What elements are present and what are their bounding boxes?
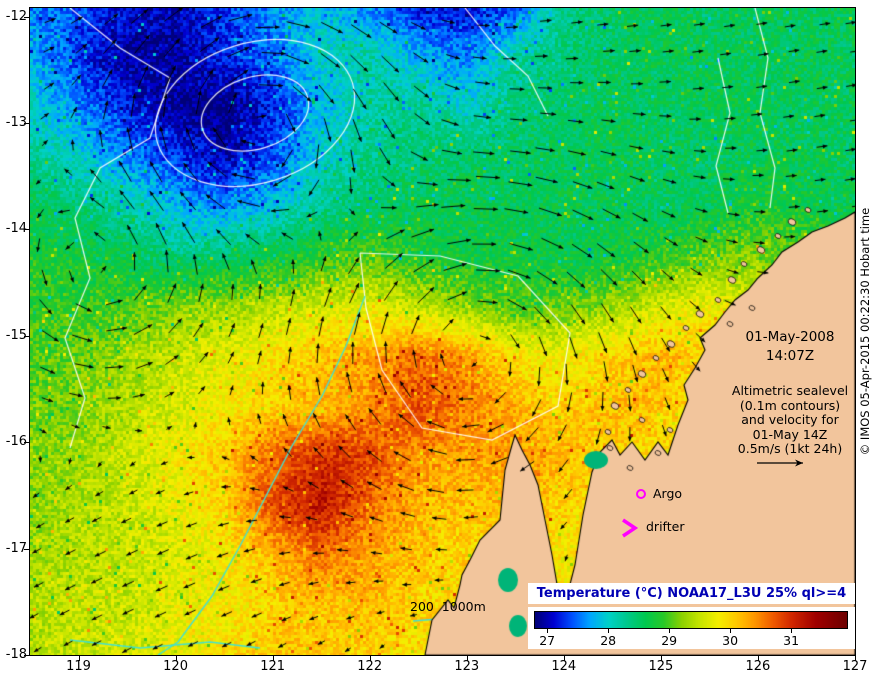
y-axis-tick-label: -18 (5, 647, 27, 662)
x-axis-tick-mark (757, 656, 759, 661)
argo-label: Argo (653, 486, 683, 501)
time-text: 14:07Z (765, 347, 815, 364)
altimetry-note-line: and velocity for (741, 412, 839, 427)
x-axis-tick-label: 122 (357, 659, 383, 674)
x-axis-tick-mark (175, 656, 177, 661)
colorbar-tick-mark (547, 629, 549, 633)
y-axis-tick-mark (24, 335, 29, 337)
colorbar-tick-mark (608, 629, 610, 633)
colorbar-tick-mark (669, 629, 671, 633)
x-axis-tick-label: 127 (842, 659, 868, 674)
colorbar-title-box: Temperature (°C) NOAA17_L3U 25% ql>=4 (528, 583, 855, 604)
x-axis-tick-label: 121 (260, 659, 286, 674)
x-axis-tick-label: 125 (648, 659, 674, 674)
velocity-scale-arrow-icon (757, 459, 803, 467)
colorbar-tick-label: 28 (600, 633, 617, 648)
x-axis-tick-label: 119 (66, 659, 91, 674)
colorbar-tick-label: 30 (722, 633, 739, 648)
altimetry-note-line: 01-May 14Z (752, 426, 828, 442)
x-axis-tick-label: 123 (454, 659, 480, 674)
x-axis-tick-mark (272, 656, 274, 661)
altimetry-note-line: 0.5m/s (1kt 24h) (737, 441, 843, 456)
x-axis-tick-mark (369, 656, 371, 661)
x-axis-tick-label: 126 (745, 659, 771, 674)
colorbar-tick-label: 31 (783, 633, 800, 648)
colorbar-gradient (534, 611, 848, 629)
y-axis-tick-label: -13 (5, 114, 27, 130)
credit-text: © IMOS 05-Apr-2015 00:22:30 Hobart time (858, 207, 872, 456)
date-text: 01-May-2008 (745, 329, 835, 345)
x-axis-tick-mark (466, 656, 468, 661)
colorbar-box: 27 28 29 30 31 (528, 607, 855, 649)
y-axis-tick-mark (24, 229, 29, 231)
y-axis-tick-label: -15 (5, 327, 27, 343)
x-axis-tick-mark (660, 656, 662, 661)
y-axis-tick-label: -14 (5, 221, 27, 237)
altimetry-note-line: Altimetric sealevel (731, 383, 849, 398)
y-axis-tick-mark (24, 16, 29, 18)
datetime-annotation: 01-May-2008 14:07Z (705, 329, 875, 368)
drifter-label: drifter (646, 519, 685, 534)
x-axis-tick-label: 120 (163, 659, 188, 674)
colorbar-title: Temperature (°C) NOAA17_L3U 25% ql>=4 (536, 586, 847, 601)
map-area: 01-May-2008 14:07Z Altimetric sealevel (0… (29, 7, 856, 656)
x-axis-tick-mark (563, 656, 565, 661)
altimetry-note-line: (0.1m contours) (739, 397, 841, 413)
colorbar-tick-label: 27 (539, 633, 556, 648)
colorbar-tick-mark (730, 629, 732, 633)
colorbar-tick-mark (791, 629, 793, 633)
altimetry-note: Altimetric sealevel (0.1m contours) and ve… (700, 383, 880, 457)
y-axis-tick-mark (24, 122, 29, 124)
y-axis-tick-mark (24, 655, 29, 656)
map-overlay-canvas (30, 8, 855, 655)
y-axis-tick-label: -16 (5, 434, 27, 450)
y-axis-tick-mark (24, 548, 29, 550)
y-axis-tick-label: -17 (5, 540, 27, 556)
bathymetry-legend-label: 200 1000m (410, 599, 486, 614)
x-axis-tick-mark (855, 656, 856, 661)
x-axis-tick-label: 124 (551, 659, 577, 674)
y-axis-tick-label: -12 (5, 8, 27, 24)
argo-float-marker-icon (636, 489, 646, 499)
colorbar-tick-label: 29 (661, 633, 678, 648)
y-axis-tick-mark (24, 442, 29, 444)
drifter-marker-icon (622, 518, 639, 538)
x-axis-tick-mark (78, 656, 80, 661)
